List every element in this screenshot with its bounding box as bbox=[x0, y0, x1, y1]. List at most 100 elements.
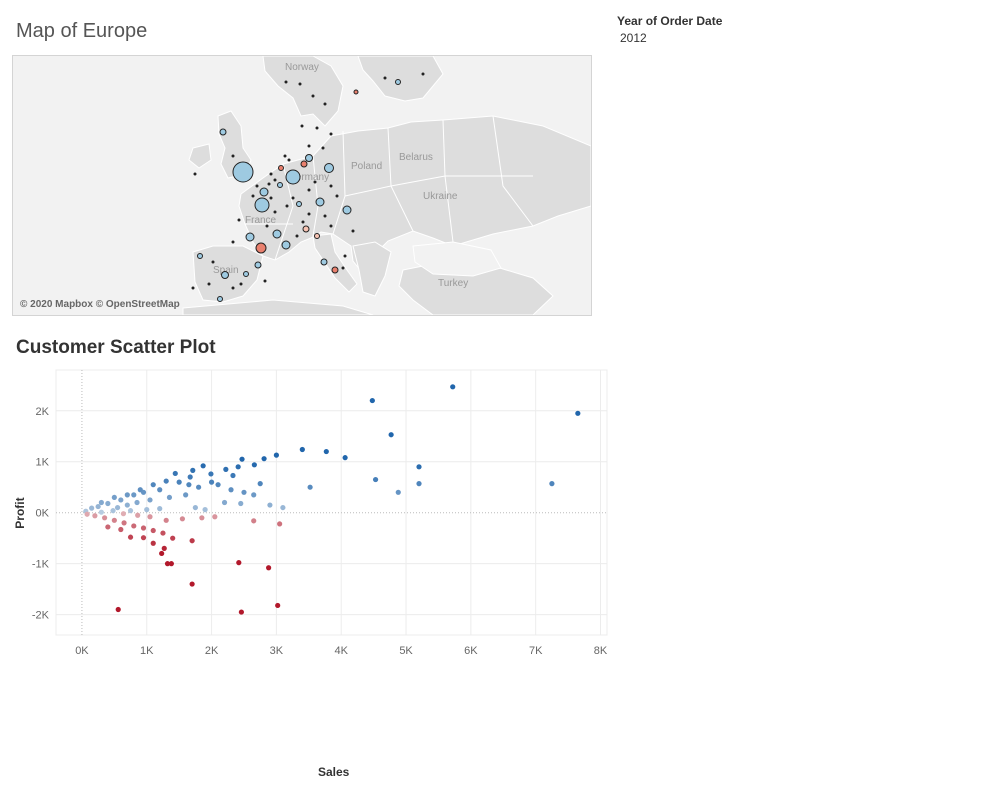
scatter-point[interactable] bbox=[131, 492, 137, 498]
scatter-point[interactable] bbox=[176, 479, 182, 485]
scatter-point[interactable] bbox=[261, 456, 267, 462]
scatter-point[interactable] bbox=[140, 525, 147, 531]
scatter-point[interactable] bbox=[196, 484, 202, 490]
map-attribution[interactable]: © 2020 Mapbox © OpenStreetMap bbox=[20, 299, 180, 310]
map-mark-florence[interactable] bbox=[320, 258, 328, 266]
scatter-point[interactable] bbox=[239, 456, 245, 462]
map-mark-stockholm[interactable] bbox=[353, 89, 359, 95]
scatter-point[interactable] bbox=[115, 606, 121, 613]
scatter-point[interactable] bbox=[157, 487, 163, 493]
scatter-point[interactable] bbox=[230, 472, 236, 479]
scatter-point[interactable] bbox=[135, 512, 141, 518]
map-mark-porto[interactable] bbox=[197, 253, 203, 259]
scatter-point[interactable] bbox=[134, 499, 140, 506]
scatter-point[interactable] bbox=[273, 452, 279, 458]
scatter-point[interactable] bbox=[118, 497, 124, 503]
scatter-point[interactable] bbox=[147, 514, 153, 520]
scatter-point[interactable] bbox=[164, 561, 171, 567]
scatter-point[interactable] bbox=[150, 540, 156, 546]
scatter-point[interactable] bbox=[179, 516, 186, 522]
scatter-point[interactable] bbox=[140, 489, 147, 495]
map-mark-lyon[interactable] bbox=[272, 229, 282, 239]
scatter-point[interactable] bbox=[98, 509, 104, 515]
map-mark-london[interactable] bbox=[232, 161, 254, 183]
scatter-point[interactable] bbox=[168, 561, 174, 567]
scatter-point[interactable] bbox=[157, 506, 163, 512]
scatter-point[interactable] bbox=[257, 481, 263, 487]
scatter-point[interactable] bbox=[202, 507, 208, 513]
scatter-point[interactable] bbox=[212, 514, 218, 520]
scatter-point[interactable] bbox=[223, 466, 229, 472]
scatter-point[interactable] bbox=[323, 448, 329, 455]
scatter-point[interactable] bbox=[183, 492, 189, 498]
scatter-point[interactable] bbox=[342, 455, 348, 461]
scatter-point[interactable] bbox=[105, 500, 111, 507]
scatter-point[interactable] bbox=[147, 497, 153, 503]
scatter-point[interactable] bbox=[238, 609, 244, 615]
scatter-point[interactable] bbox=[251, 492, 257, 498]
scatter-point[interactable] bbox=[277, 521, 283, 527]
scatter-point[interactable] bbox=[299, 446, 305, 453]
map-mark-vienna[interactable] bbox=[342, 205, 352, 215]
map-mark-marseille[interactable] bbox=[281, 240, 291, 250]
map-mark-madrid[interactable] bbox=[221, 271, 229, 279]
scatter-point[interactable] bbox=[221, 499, 228, 506]
scatter-point[interactable] bbox=[388, 432, 394, 438]
map-mark-rome[interactable] bbox=[331, 266, 339, 274]
scatter-point[interactable] bbox=[114, 504, 121, 511]
scatter-point[interactable] bbox=[575, 410, 581, 416]
scatter-point[interactable] bbox=[416, 481, 422, 487]
map-mark-stuttgart[interactable] bbox=[296, 201, 302, 207]
scatter-point[interactable] bbox=[208, 471, 214, 477]
scatter-point[interactable] bbox=[549, 481, 555, 487]
map-mark-paris[interactable] bbox=[254, 197, 270, 213]
scatter-point[interactable] bbox=[118, 526, 124, 533]
scatter-point[interactable] bbox=[450, 384, 456, 390]
scatter-point[interactable] bbox=[189, 538, 195, 544]
scatter-point[interactable] bbox=[124, 502, 130, 508]
scatter-point[interactable] bbox=[150, 482, 156, 488]
map-mark-munich[interactable] bbox=[315, 197, 325, 207]
map-mark-milan[interactable] bbox=[302, 225, 310, 233]
scatter-point[interactable] bbox=[186, 482, 192, 488]
scatter-point[interactable] bbox=[127, 534, 134, 540]
map-mark-glasgow[interactable] bbox=[219, 128, 227, 136]
map-mark-bremen[interactable] bbox=[300, 160, 308, 168]
scatter-point[interactable] bbox=[163, 478, 169, 484]
scatter-point[interactable] bbox=[251, 462, 257, 468]
scatter-point[interactable] bbox=[199, 515, 205, 521]
europe-map[interactable]: Norway Poland Belarus Ukraine Germany Fr… bbox=[12, 55, 592, 316]
scatter-point[interactable] bbox=[120, 511, 127, 517]
map-mark-brussels[interactable] bbox=[277, 182, 283, 188]
scatter-point[interactable] bbox=[160, 530, 166, 536]
scatter-point[interactable] bbox=[131, 523, 137, 529]
scatter-point[interactable] bbox=[200, 463, 206, 469]
scatter-point[interactable] bbox=[110, 508, 116, 514]
scatter-point[interactable] bbox=[159, 550, 165, 557]
scatter-point[interactable] bbox=[238, 500, 244, 507]
scatter-point[interactable] bbox=[111, 494, 117, 501]
scatter-point[interactable] bbox=[395, 489, 401, 495]
map-mark-toulouse[interactable] bbox=[255, 242, 267, 254]
map-mark-denmark[interactable] bbox=[305, 154, 313, 162]
scatter-point[interactable] bbox=[172, 470, 178, 477]
scatter-point[interactable] bbox=[235, 464, 241, 470]
scatter-point[interactable] bbox=[150, 527, 156, 534]
map-mark-barcelona[interactable] bbox=[254, 261, 262, 269]
scatter-point[interactable] bbox=[372, 476, 379, 483]
scatter-point[interactable] bbox=[208, 479, 215, 485]
map-mark-bordeaux[interactable] bbox=[245, 232, 255, 242]
scatter-point[interactable] bbox=[92, 513, 98, 519]
scatter-point[interactable] bbox=[102, 515, 108, 521]
scatter-point[interactable] bbox=[275, 602, 281, 609]
scatter-point[interactable] bbox=[187, 474, 193, 480]
scatter-point[interactable] bbox=[140, 535, 147, 541]
map-mark-helsinki[interactable] bbox=[395, 79, 401, 85]
scatter-point[interactable] bbox=[105, 524, 111, 530]
scatter-point[interactable] bbox=[416, 464, 422, 470]
scatter-point[interactable] bbox=[192, 504, 198, 511]
scatter-point[interactable] bbox=[307, 484, 313, 490]
scatter-point[interactable] bbox=[189, 581, 195, 587]
map-mark-rotterdam[interactable] bbox=[278, 165, 284, 171]
scatter-point[interactable] bbox=[98, 499, 104, 506]
